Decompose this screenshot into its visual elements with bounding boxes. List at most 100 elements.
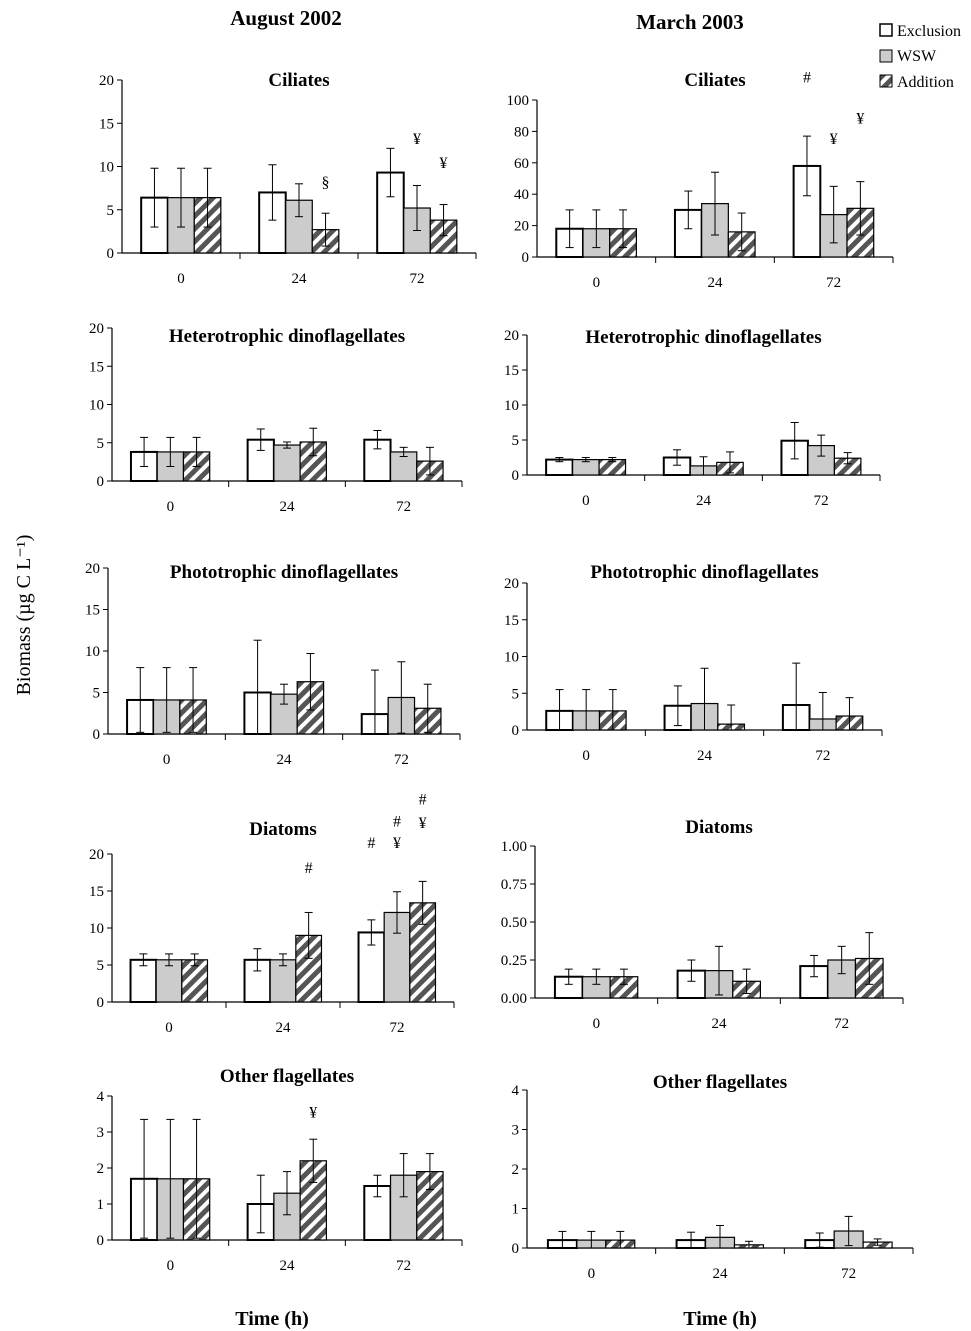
panel-left-phototrophic-dinoflagellates: Phototrophic dinoflagellates 0 5 10 15 20 0 24 7… bbox=[85, 561, 461, 768]
significance-marker: ¥ bbox=[309, 1105, 317, 1122]
column-title-right: March 2003 bbox=[636, 10, 744, 34]
y-tick-label: 1 bbox=[97, 1197, 105, 1213]
x-tick-label: 24 bbox=[713, 1266, 729, 1282]
y-tick-label: 20 bbox=[504, 576, 519, 592]
x-tick-label: 0 bbox=[593, 1016, 601, 1032]
significance-marker: # bbox=[393, 814, 401, 831]
y-tick-label: 0.50 bbox=[501, 915, 527, 931]
y-tick-label: 0 bbox=[512, 1241, 520, 1257]
y-tick-label: 0 bbox=[522, 250, 530, 266]
y-tick-label: 10 bbox=[85, 644, 100, 660]
y-tick-label: 20 bbox=[85, 561, 100, 577]
panel-title: Heterotrophic dinoflagellates bbox=[169, 326, 405, 347]
y-tick-label: 15 bbox=[89, 884, 104, 900]
panel-left-ciliates: Ciliates 0 5 10 15 20 0 24 72 § ¥ ¥ bbox=[99, 70, 477, 287]
y-tick-label: 5 bbox=[512, 433, 520, 449]
significance-marker: ¥ bbox=[419, 815, 427, 832]
legend-swatch-wsw bbox=[879, 49, 893, 63]
significance-marker: ¥ bbox=[413, 131, 421, 148]
y-tick-label: 15 bbox=[85, 603, 100, 619]
significance-marker: # bbox=[305, 860, 313, 877]
y-tick-label: 15 bbox=[504, 363, 519, 379]
x-tick-label: 0 bbox=[167, 1258, 175, 1274]
significance-marker: ¥ bbox=[856, 111, 864, 128]
legend-label-exclusion: Exclusion bbox=[897, 23, 961, 40]
y-tick-label: 20 bbox=[99, 73, 114, 89]
y-tick-label: 0 bbox=[512, 723, 520, 739]
y-tick-label: 0 bbox=[107, 246, 115, 262]
y-tick-label: 20 bbox=[504, 328, 519, 344]
y-tick-label: 10 bbox=[504, 650, 519, 666]
y-tick-label: 100 bbox=[507, 93, 530, 109]
panel-title: Diatoms bbox=[685, 817, 753, 838]
panel-left-diatoms: Diatoms 0 5 10 15 20 0 24 72 # # ¥ # ¥ # bbox=[89, 791, 455, 1036]
significance-marker: § bbox=[322, 174, 330, 191]
bar-addition-t24 bbox=[299, 1160, 327, 1241]
y-tick-label: 0.75 bbox=[501, 877, 527, 893]
x-tick-label: 0 bbox=[588, 1266, 596, 1282]
x-tick-label: 0 bbox=[177, 271, 185, 287]
panel-right-other-flagellates: Other flagellates 0 1 2 3 4 0 24 72 bbox=[512, 1072, 914, 1282]
y-tick-label: 20 bbox=[514, 219, 529, 235]
y-tick-label: 20 bbox=[89, 321, 104, 337]
y-tick-label: 5 bbox=[107, 203, 115, 219]
panel-title: Phototrophic dinoflagellates bbox=[590, 562, 818, 583]
y-tick-label: 1 bbox=[512, 1202, 520, 1218]
panel-right-ciliates: Ciliates 0 20 40 60 80 100 0 24 72 # ¥ ¥ bbox=[507, 70, 894, 291]
y-tick-label: 10 bbox=[89, 921, 104, 937]
y-tick-label: 40 bbox=[514, 187, 529, 203]
x-tick-label: 0 bbox=[582, 493, 590, 509]
significance-marker: # bbox=[803, 70, 811, 87]
x-tick-label: 24 bbox=[292, 271, 308, 287]
x-tick-label: 72 bbox=[815, 748, 830, 764]
y-tick-label: 60 bbox=[514, 156, 529, 172]
panel-title: Heterotrophic dinoflagellates bbox=[585, 327, 821, 348]
x-tick-label: 0 bbox=[165, 1020, 173, 1036]
y-tick-label: 5 bbox=[93, 686, 101, 702]
x-tick-label: 0 bbox=[582, 748, 590, 764]
y-tick-label: 0.25 bbox=[501, 953, 527, 969]
significance-marker: # bbox=[419, 791, 427, 808]
column-title-left: August 2002 bbox=[230, 6, 341, 30]
y-tick-label: 15 bbox=[99, 116, 114, 132]
bar-addition-t72 bbox=[416, 1170, 444, 1241]
y-tick-label: 10 bbox=[504, 398, 519, 414]
significance-marker: # bbox=[367, 835, 375, 852]
y-tick-label: 80 bbox=[514, 124, 529, 140]
x-axis-label-left: Time (h) bbox=[235, 1308, 309, 1330]
x-tick-label: 72 bbox=[826, 275, 841, 291]
x-tick-label: 24 bbox=[277, 752, 293, 768]
y-tick-label: 4 bbox=[97, 1089, 105, 1105]
x-tick-label: 72 bbox=[841, 1266, 856, 1282]
legend-label-addition: Addition bbox=[897, 74, 954, 91]
y-tick-label: 0.00 bbox=[501, 991, 527, 1007]
x-tick-label: 24 bbox=[276, 1020, 292, 1036]
x-tick-label: 72 bbox=[396, 499, 411, 515]
x-tick-label: 24 bbox=[696, 493, 712, 509]
x-tick-label: 0 bbox=[167, 499, 175, 515]
panel-title: Diatoms bbox=[249, 819, 317, 840]
y-tick-label: 0 bbox=[93, 727, 101, 743]
x-axis-label-right: Time (h) bbox=[683, 1308, 757, 1330]
x-tick-label: 72 bbox=[410, 271, 425, 287]
legend-label-wsw: WSW bbox=[897, 48, 937, 65]
x-tick-label: 72 bbox=[396, 1258, 411, 1274]
bar-wsw-t24 bbox=[273, 444, 301, 482]
y-tick-label: 15 bbox=[504, 613, 519, 629]
x-tick-label: 72 bbox=[390, 1020, 405, 1036]
x-tick-label: 24 bbox=[280, 1258, 296, 1274]
y-tick-label: 10 bbox=[89, 398, 104, 414]
significance-marker: ¥ bbox=[830, 131, 838, 148]
x-tick-label: 72 bbox=[394, 752, 409, 768]
panel-title: Ciliates bbox=[684, 70, 745, 91]
y-tick-label: 15 bbox=[89, 359, 104, 375]
panel-right-diatoms: Diatoms 0.00 0.25 0.50 0.75 1.00 0 24 72 bbox=[501, 817, 904, 1032]
x-tick-label: 24 bbox=[712, 1016, 728, 1032]
y-tick-label: 0 bbox=[97, 995, 105, 1011]
significance-marker: ¥ bbox=[440, 155, 448, 172]
panel-left-heterotrophic-dinoflagellates: Heterotrophic dinoflagellates 0 5 10 15 20 0 24… bbox=[89, 321, 463, 515]
y-tick-label: 2 bbox=[97, 1161, 105, 1177]
y-tick-label: 20 bbox=[89, 847, 104, 863]
